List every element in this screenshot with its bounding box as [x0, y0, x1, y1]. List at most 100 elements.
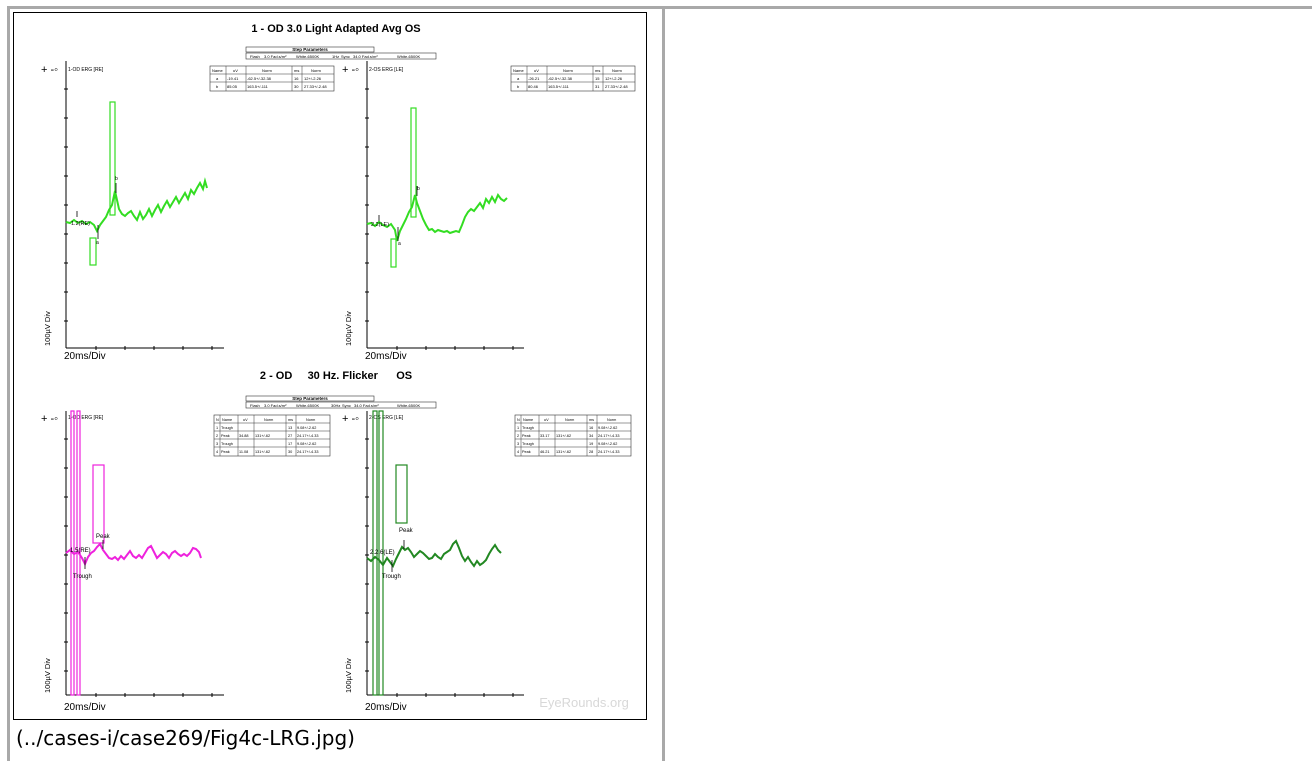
- table-cell: 9.08+/-2.62: [297, 442, 316, 446]
- table-cell: 163.5+/-111: [548, 84, 570, 89]
- table-cell: 9.08+/-2.62: [297, 426, 316, 430]
- table-cell: 9.08+/-2.62: [598, 426, 617, 430]
- panel1-right-results-table: Name uV Norm ms Norm a -26.21 -62.5+/-32…: [510, 65, 636, 92]
- table-cell: 24.17+/-4.33: [598, 450, 619, 454]
- table-header: uV: [243, 418, 248, 422]
- table-cell: 13: [288, 426, 292, 430]
- panel2-step-param-cell: Sync: [342, 403, 351, 408]
- table-cell: -62.5+/-32.38: [548, 76, 573, 81]
- panel2-right-plus-minus-icon: + ‑◦: [342, 413, 359, 425]
- panel2-left-baseline-label: 1.5(RE): [70, 548, 91, 554]
- table-cell: 16: [589, 426, 593, 430]
- panel1-right-plot: [365, 61, 524, 350]
- watermark: EyeRounds.org: [539, 695, 629, 710]
- panel1-right-markers: 2.2(LE) a b: [371, 186, 420, 247]
- table-cell: 33.17: [540, 434, 550, 438]
- table-header: ms: [595, 68, 600, 73]
- table-cell: 34.88: [239, 434, 249, 438]
- table-header: Name: [212, 68, 223, 73]
- erg-figure: 1 - OD 3.0 Light Adapted Avg OS Step Par…: [13, 12, 647, 720]
- table-cell: 27: [288, 434, 292, 438]
- table-cell: 80.46: [528, 84, 539, 89]
- panel2-step-param-cell: 3.0 Fad.s/m²: [264, 403, 287, 408]
- panel1-left-x-scale: 20ms/Div: [64, 351, 106, 362]
- table-cell: 131+/-62: [556, 450, 571, 454]
- table-header: ms: [288, 418, 293, 422]
- table-cell-divider: [662, 6, 665, 761]
- table-cell: 131+/-62: [255, 434, 270, 438]
- table-cell: Trough: [522, 442, 534, 446]
- panel1-step-param-cell: 34.0 Fad.s/m²: [353, 54, 378, 59]
- table-cell: 85.05: [227, 84, 238, 89]
- table-cell: 24.17+/-4.33: [297, 450, 318, 454]
- table-cell: Trough: [221, 442, 233, 446]
- panel2-left-trace-label: 1-OD ERG [RE]: [68, 415, 104, 421]
- table-cell: 3: [517, 442, 519, 446]
- table-cell: 28: [589, 450, 593, 454]
- table-cell: 12+/-2.26: [304, 76, 322, 81]
- image-caption: (../cases-i/case269/Fig4c-LRG.jpg): [16, 726, 355, 750]
- panel2-right-waveform: [366, 410, 502, 696]
- table-cell: a: [216, 76, 219, 81]
- panel1-right-wave-a-label: a: [398, 241, 401, 247]
- table-header: uV: [233, 68, 238, 73]
- table-cell: 163.5+/-111: [247, 84, 269, 89]
- panel2-step-param-cell: 34.0 Fad.s/m²: [354, 403, 379, 408]
- table-header: Name: [513, 68, 524, 73]
- panel1-left-baseline-label: 1.2(RE): [71, 221, 90, 227]
- panel1-step-parameters: Step Parameters Flash 3.0 Fad.s/m² White…: [245, 46, 437, 60]
- table-cell: 4: [517, 450, 519, 454]
- table-header: Name: [222, 418, 232, 422]
- panel1-right-y-scale: 100µV Div: [344, 311, 353, 346]
- table-cell: 1: [517, 426, 519, 430]
- figure-cell: 1 - OD 3.0 Light Adapted Avg OS Step Par…: [13, 12, 658, 761]
- table-cell: 11.08: [239, 450, 248, 454]
- panel2-right-y-scale: 100µV Div: [344, 658, 353, 693]
- panel1-left-wave-b-label: b: [115, 176, 118, 182]
- panel1-plus-minus-icon: + ‑◦: [41, 64, 58, 76]
- panel1-left-y-scale: 100µV Div: [43, 311, 52, 346]
- panel2-step-parameters: Step Parameters Flash 3.0 Fad.s/m² White…: [245, 395, 437, 409]
- panel1-step-param-cell: White-6500K: [397, 54, 420, 59]
- panel2-step-param-cell: White-6500K: [296, 403, 319, 408]
- panel1-right-waveform: [366, 107, 508, 268]
- panel2-step-params-title: Step Parameters: [292, 396, 328, 401]
- table-cell: Peak: [522, 434, 531, 438]
- panel1-left-trace-label: 1-OD ERG [RE]: [68, 67, 104, 73]
- table-header: ms: [294, 68, 299, 73]
- panel2-step-param-cell: White-6500K: [397, 403, 420, 408]
- panel2-right-trace-label: 2-OS ERG [LE]: [369, 415, 404, 421]
- table-cell: 1: [216, 426, 218, 430]
- table-header: uV: [544, 418, 549, 422]
- table-cell: -26.21: [528, 76, 540, 81]
- panel2-right-markers: 2.2.6(LE) Peak Trough: [370, 528, 414, 580]
- panel2-right-baseline-label: 2.2.6(LE): [370, 550, 395, 556]
- table-header: Norm: [563, 68, 573, 73]
- panel1-right-plus-minus-icon: + ‑◦: [342, 64, 359, 76]
- table-cell: 15: [595, 76, 600, 81]
- panel1-right-x-scale: 20ms/Div: [365, 351, 407, 362]
- table-cell: 17: [288, 442, 292, 446]
- table-cell: 34: [589, 434, 593, 438]
- panel1-step-param-cell: Flash: [250, 54, 260, 59]
- table-header: ms: [589, 418, 594, 422]
- panel1-right-baseline-label: 2.2(LE): [371, 222, 389, 228]
- table-cell: 2: [216, 434, 218, 438]
- table-cell: b: [517, 84, 520, 89]
- panel2-right-peak-label: Peak: [399, 528, 414, 534]
- panel2-left-trough-label: Trough: [73, 574, 92, 580]
- table-cell: 2: [517, 434, 519, 438]
- table-cell: 131+/-62: [255, 450, 270, 454]
- table-cell: Trough: [221, 426, 233, 430]
- table-cell: a: [517, 76, 520, 81]
- panel1-left-plot: [64, 61, 224, 350]
- panel1-right-trace-label: 2-OS ERG [LE]: [369, 67, 404, 73]
- table-header: Norm: [262, 68, 272, 73]
- table-cell: 3: [216, 442, 218, 446]
- table-cell: 30: [288, 450, 292, 454]
- panel2-step-param-cell: Flash: [250, 403, 260, 408]
- erg-figure-svg: 1 - OD 3.0 Light Adapted Avg OS Step Par…: [41, 23, 636, 713]
- table-cell: 4: [216, 450, 218, 454]
- panel2-step-param-cell: 30Hz: [331, 403, 340, 408]
- panel2-left-y-scale: 100µV Div: [43, 658, 52, 693]
